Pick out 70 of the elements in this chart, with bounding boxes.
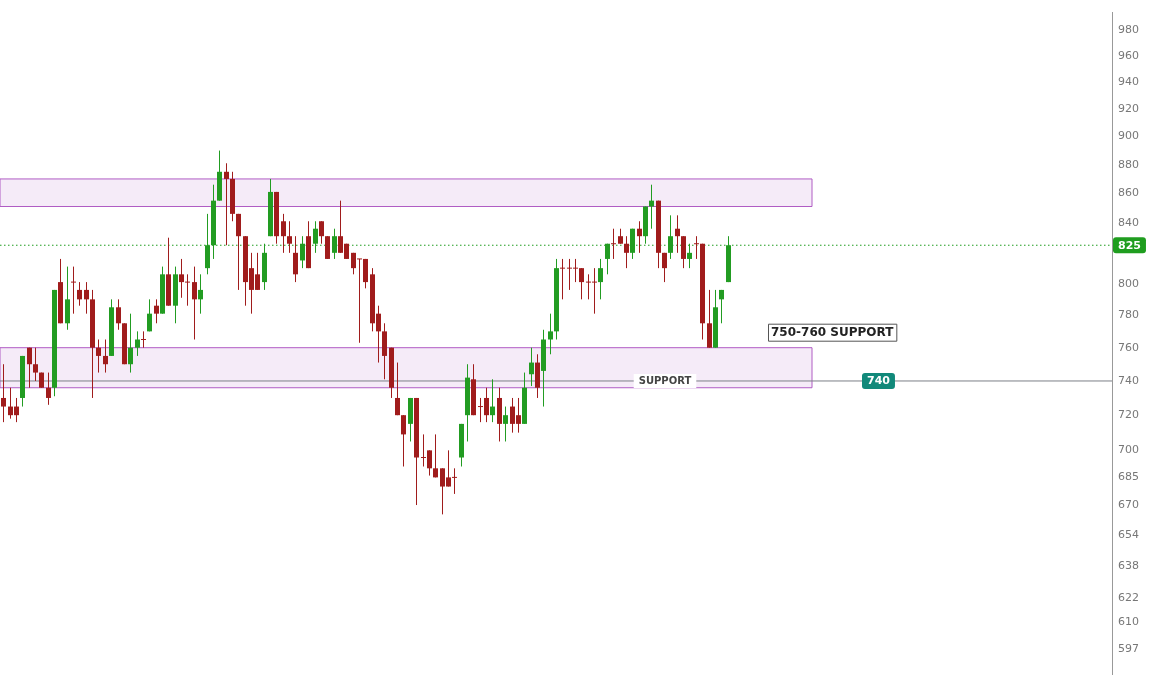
y-tick-label: 654 bbox=[1118, 528, 1139, 542]
y-tick-label: 638 bbox=[1118, 558, 1139, 572]
candlestick bbox=[529, 347, 534, 387]
candlestick bbox=[395, 362, 400, 416]
candlestick bbox=[71, 266, 76, 315]
candlestick bbox=[719, 289, 724, 324]
candlestick bbox=[287, 220, 292, 254]
candlestick bbox=[433, 433, 438, 478]
candlestick bbox=[281, 213, 286, 254]
candlestick bbox=[135, 330, 140, 357]
candlestick bbox=[179, 258, 184, 299]
candlestick bbox=[154, 298, 159, 324]
candlestick bbox=[27, 347, 32, 389]
candlestick bbox=[224, 162, 229, 246]
candlestick bbox=[128, 313, 133, 374]
candlestick bbox=[611, 228, 616, 260]
y-tick-label: 840 bbox=[1118, 215, 1139, 229]
candlestick bbox=[319, 220, 324, 245]
candlestick bbox=[185, 273, 190, 307]
candlestick bbox=[96, 339, 101, 374]
candlestick bbox=[681, 235, 686, 269]
candlestick bbox=[694, 235, 699, 260]
y-tick-label: 760 bbox=[1118, 340, 1139, 354]
y-tick-label: 610 bbox=[1118, 615, 1139, 629]
annotation: 740 bbox=[867, 374, 891, 388]
y-tick-label: 597 bbox=[1118, 641, 1139, 655]
y-tick-label: 900 bbox=[1118, 129, 1139, 143]
y-tick-label: 685 bbox=[1118, 470, 1139, 484]
y-tick-label: 920 bbox=[1118, 102, 1139, 116]
candlestick bbox=[503, 406, 508, 442]
y-tick-label: 720 bbox=[1118, 408, 1139, 422]
y-tick-label: 622 bbox=[1118, 590, 1139, 604]
candlestick bbox=[147, 298, 152, 332]
candlestick bbox=[84, 281, 89, 315]
candlestick bbox=[46, 372, 51, 406]
candlestick bbox=[598, 258, 603, 300]
y-tick-label: 740 bbox=[1118, 373, 1139, 387]
candlestick bbox=[1, 363, 6, 423]
candlestick bbox=[293, 235, 298, 283]
candlestick bbox=[116, 298, 121, 331]
y-tick-label: 960 bbox=[1118, 48, 1139, 62]
band-label: 750-760 SUPPORT bbox=[771, 325, 895, 340]
candlestick bbox=[236, 213, 241, 291]
candlestick bbox=[637, 220, 642, 254]
y-tick-label: 670 bbox=[1118, 497, 1139, 511]
y-tick-label: 800 bbox=[1118, 276, 1139, 290]
candlestick bbox=[624, 235, 629, 269]
candlestick bbox=[192, 266, 197, 340]
candlestick bbox=[490, 378, 495, 423]
candlestick bbox=[401, 414, 406, 468]
y-tick-label: 880 bbox=[1118, 157, 1139, 171]
candlestick bbox=[363, 258, 368, 289]
candlestick bbox=[33, 347, 38, 382]
y-tick-label: 700 bbox=[1118, 443, 1139, 457]
candlestick bbox=[141, 330, 146, 349]
candlestick bbox=[560, 258, 565, 300]
candlestick bbox=[103, 339, 108, 374]
candlestick bbox=[77, 281, 82, 307]
y-tick-label: 780 bbox=[1118, 308, 1139, 322]
candlestick bbox=[662, 252, 667, 283]
candlestick bbox=[65, 266, 70, 331]
y-tick-label: 940 bbox=[1118, 75, 1139, 89]
ref-line-label: SUPPORT bbox=[638, 375, 692, 387]
y-tick-label: 980 bbox=[1118, 23, 1139, 37]
candlestick bbox=[198, 273, 203, 315]
annotation: 825 bbox=[1118, 238, 1141, 252]
candlestick bbox=[548, 313, 553, 355]
y-tick-label: 860 bbox=[1118, 186, 1139, 200]
candlestick bbox=[675, 214, 680, 254]
candlestick bbox=[649, 184, 654, 230]
